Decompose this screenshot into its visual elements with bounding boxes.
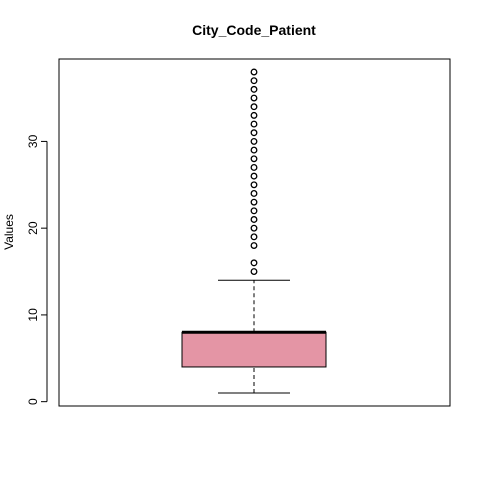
y-tick-label: 20 bbox=[26, 221, 40, 235]
outlier-point bbox=[250, 207, 258, 215]
outlier-point bbox=[250, 94, 258, 102]
box-group bbox=[181, 279, 327, 394]
outlier-point bbox=[250, 155, 258, 163]
y-tick-label: 30 bbox=[26, 134, 40, 148]
outlier-point bbox=[250, 181, 258, 189]
outlier-point bbox=[250, 268, 258, 275]
outlier-point bbox=[250, 129, 258, 137]
outlier-point bbox=[250, 68, 258, 76]
outlier-point bbox=[250, 77, 258, 85]
y-tick-label: 0 bbox=[26, 398, 40, 405]
outlier-group bbox=[250, 68, 258, 275]
outlier-point bbox=[250, 103, 258, 111]
outlier-point bbox=[250, 190, 258, 197]
plot-frame bbox=[58, 58, 451, 407]
y-tick-label: 10 bbox=[26, 308, 40, 322]
box-iqr bbox=[181, 331, 327, 368]
outlier-point bbox=[250, 172, 258, 180]
outlier-point bbox=[250, 216, 258, 223]
y-axis-label: Values bbox=[2, 214, 16, 250]
outlier-point bbox=[250, 146, 258, 154]
outlier-point bbox=[250, 120, 258, 128]
outlier-point bbox=[250, 224, 258, 232]
outlier-point bbox=[250, 242, 258, 249]
outlier-point bbox=[250, 85, 258, 93]
outlier-point bbox=[250, 163, 258, 171]
outlier-point bbox=[250, 111, 258, 119]
outlier-point bbox=[250, 233, 258, 241]
y-axis: 0 10 20 30 bbox=[26, 134, 48, 405]
outlier-point bbox=[250, 198, 258, 206]
outlier-point bbox=[250, 137, 258, 145]
chart-title: City_Code_Patient bbox=[192, 22, 316, 38]
outlier-point bbox=[250, 259, 258, 267]
